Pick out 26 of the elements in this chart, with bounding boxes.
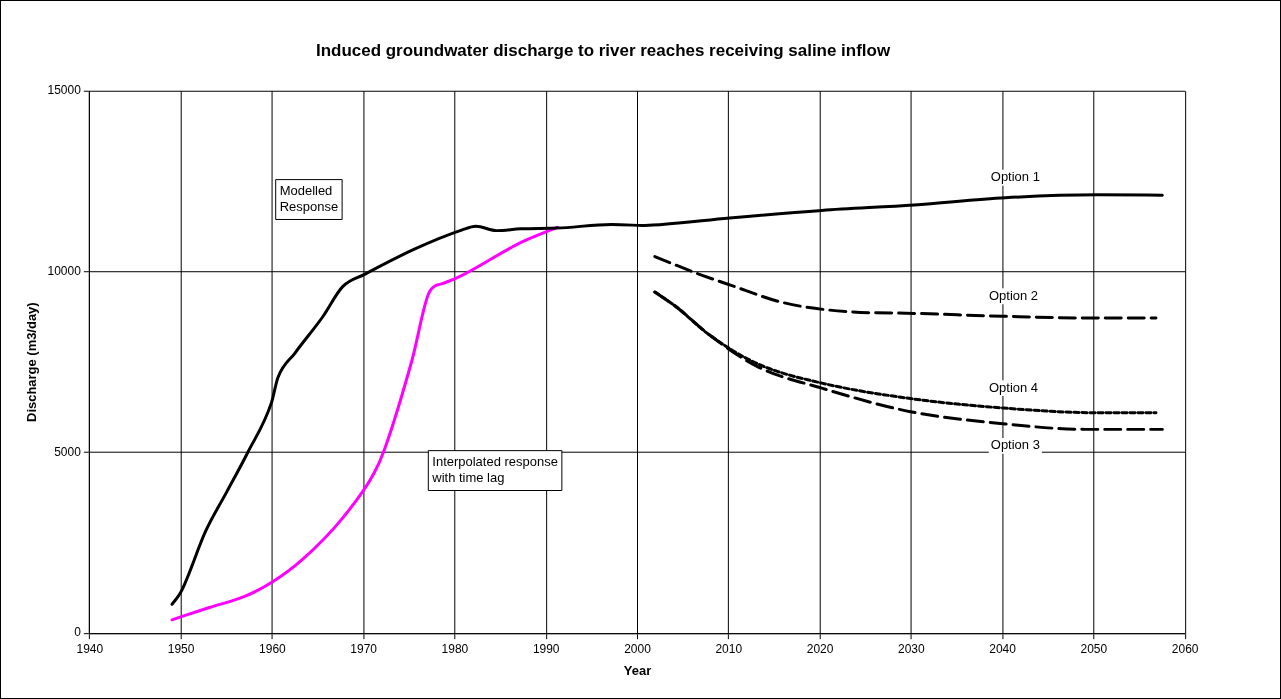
x-tick-label: 1980 <box>441 641 469 656</box>
x-tick-label: 2030 <box>897 641 925 656</box>
y-tick-label: 10000 <box>47 264 82 279</box>
x-tick-label: 1960 <box>259 641 287 656</box>
chart-title: Induced groundwater discharge to river reaches receiving saline inflow <box>316 40 891 60</box>
series-label: Option 3 <box>990 437 1040 453</box>
x-tick-label: 2060 <box>1171 641 1199 656</box>
x-axis-title: Year <box>623 662 652 678</box>
annotation: Interpolated response with time lag <box>431 454 558 486</box>
x-tick-label: 1950 <box>167 641 195 656</box>
series-label: Option 2 <box>988 287 1039 303</box>
y-axis-title: Discharge (m3/day) <box>24 302 40 422</box>
x-tick-label: 2040 <box>989 641 1017 656</box>
y-tick-label: 5000 <box>54 444 82 459</box>
annotation: Modelled Response <box>279 183 339 215</box>
y-tick-label: 0 <box>74 625 82 640</box>
x-tick-label: 2020 <box>806 641 834 656</box>
y-tick-label: 15000 <box>47 83 82 98</box>
x-tick-label: 1990 <box>532 641 560 656</box>
x-tick-label: 1940 <box>76 641 104 656</box>
series-label: Option 4 <box>988 379 1039 395</box>
x-tick-label: 2000 <box>624 641 652 656</box>
x-tick-label: 1970 <box>350 641 378 656</box>
series-label: Option 1 <box>990 169 1040 185</box>
x-tick-label: 2010 <box>715 641 743 656</box>
x-tick-label: 2050 <box>1080 641 1108 656</box>
